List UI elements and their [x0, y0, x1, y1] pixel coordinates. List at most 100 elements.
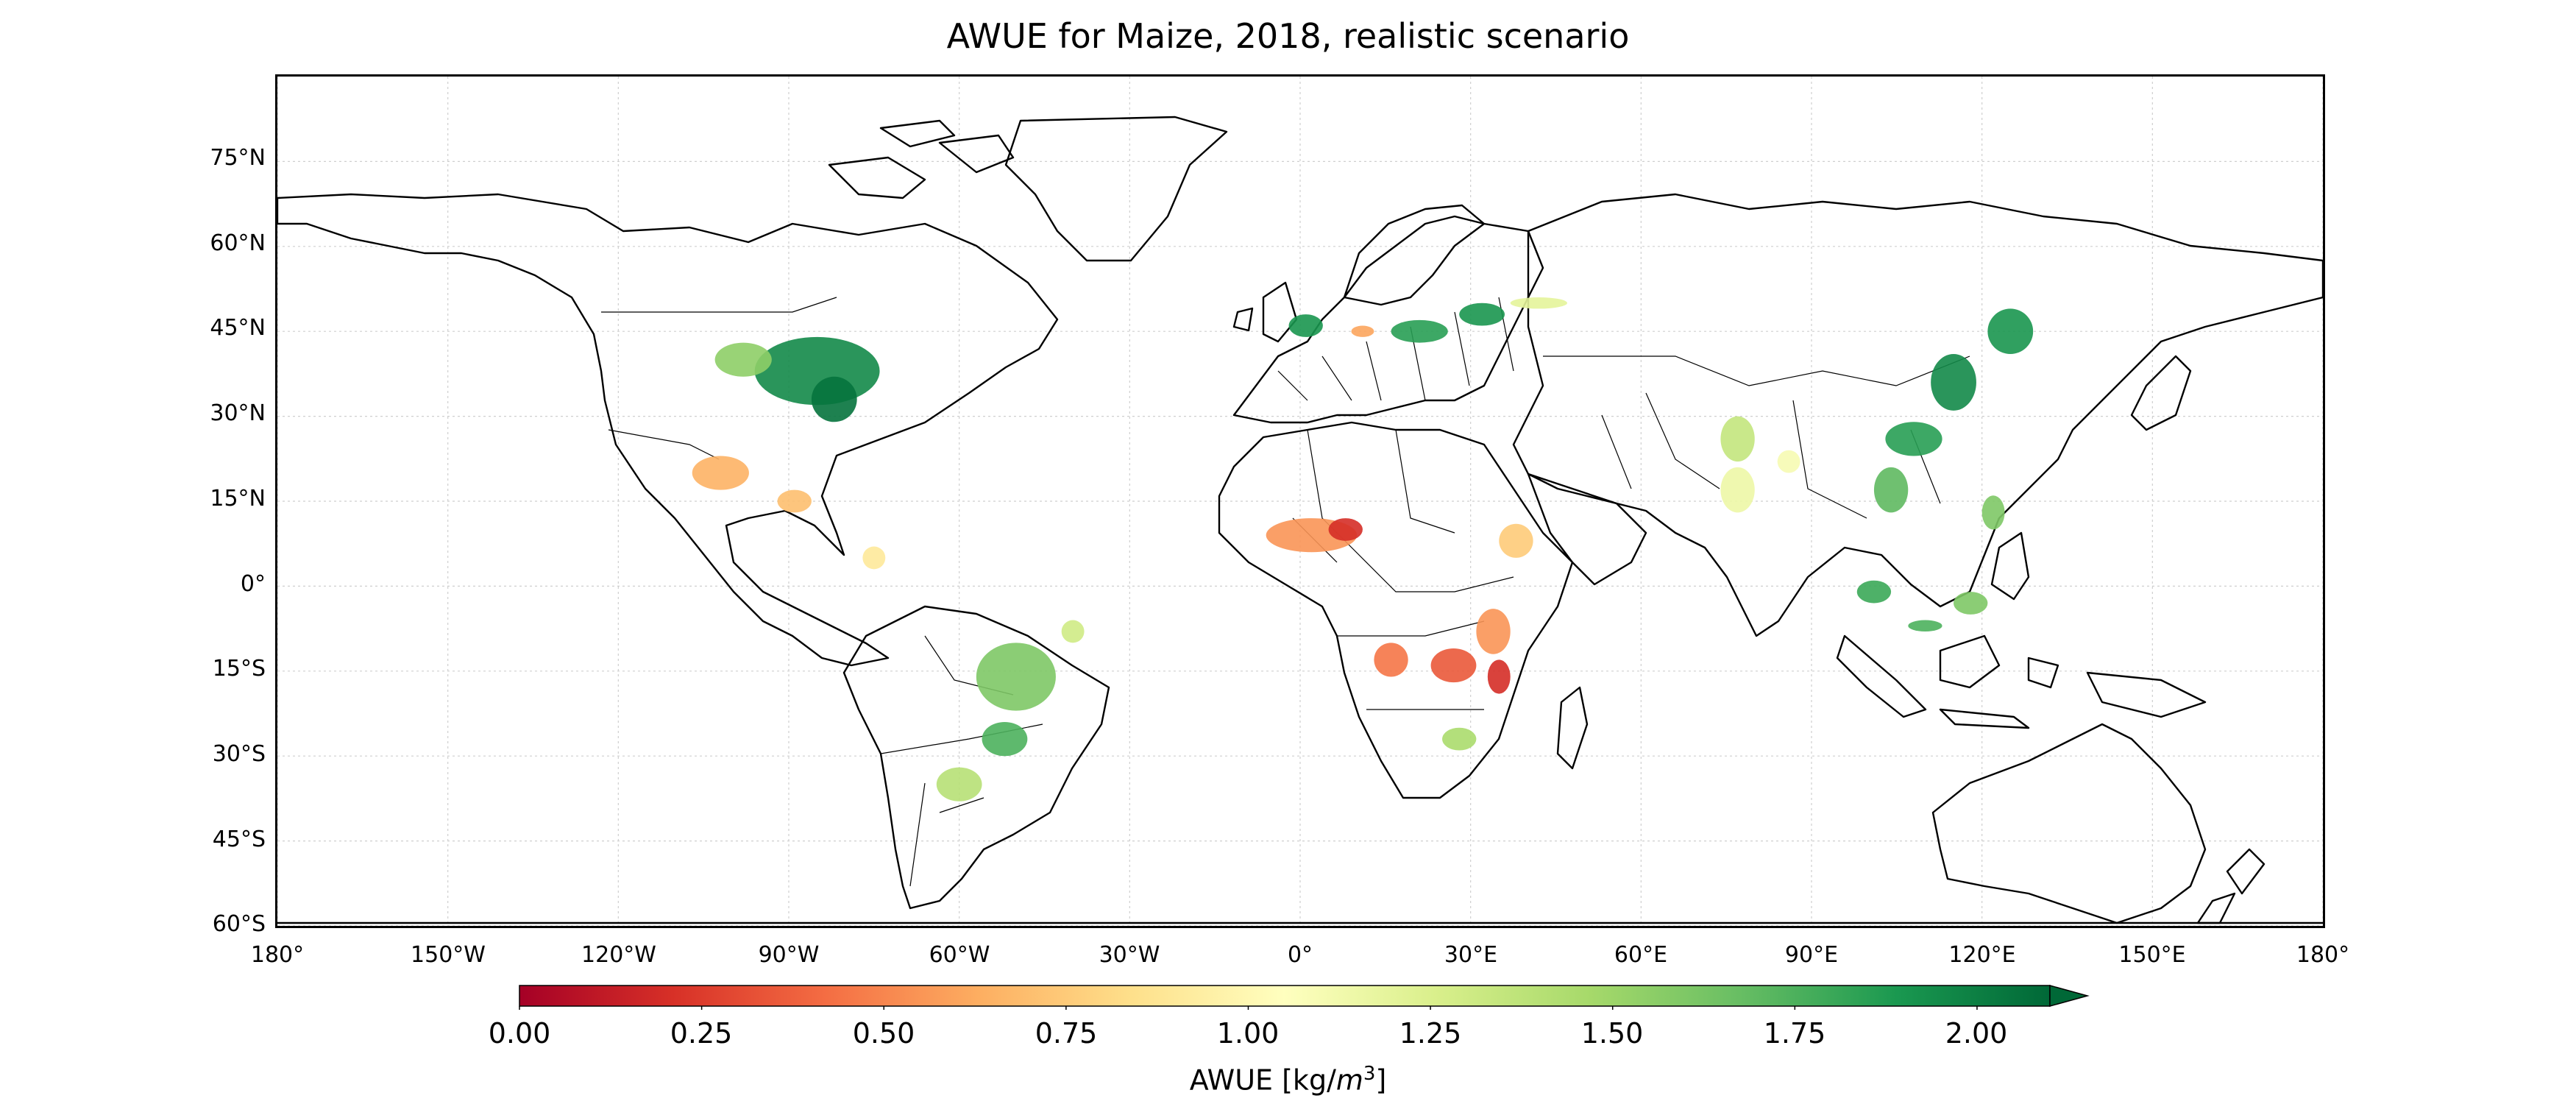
awue-region-colombia: [862, 546, 886, 570]
colorbar-label-close: ]: [1375, 1064, 1387, 1097]
lat-tick-label: 0°: [240, 571, 266, 597]
asia-coastline: [1512, 193, 2323, 637]
awue-region-brazil-south: [982, 722, 1028, 757]
arctic-islands: [828, 119, 1015, 199]
awue-region-india-north: [1720, 416, 1755, 462]
awue-region-north-china-plain: [1931, 353, 1976, 411]
awue-region-argentina: [936, 767, 982, 802]
awue-region-brazil-northeast: [1061, 620, 1085, 643]
awue-region-danube: [1391, 319, 1448, 343]
lat-tick-label: 60°N: [210, 230, 266, 256]
madagascar-coastline: [1556, 686, 1589, 770]
colorbar-tick-label: 0.25: [670, 1017, 733, 1050]
colorbar-tick-label: 1.00: [1216, 1017, 1280, 1050]
colorbar-label-text: AWUE [kg/: [1189, 1064, 1336, 1097]
lon-tick-label: 90°E: [1784, 942, 1839, 968]
awue-region-india-east: [1777, 450, 1800, 473]
lon-tick-label: 60°E: [1614, 942, 1668, 968]
colorbar-ticks: [519, 1006, 1978, 1010]
awue-region-brazil-central: [976, 643, 1056, 711]
lon-tick-label: 30°E: [1444, 942, 1498, 968]
arabia-coastline: [1527, 473, 1647, 586]
colorbar-tick-label: 1.75: [1763, 1017, 1826, 1050]
british-isles-coastline: [1232, 281, 1298, 343]
awue-region-italy: [1351, 325, 1374, 337]
awue-region-mozambique: [1487, 659, 1511, 694]
south-america-borders: [880, 635, 1043, 887]
lon-tick-label: 30°W: [1099, 942, 1160, 968]
colorbar-tick-label: 0.00: [488, 1017, 551, 1050]
awue-region-us-plains: [714, 342, 772, 377]
colorbar-gradient: [519, 985, 2051, 1007]
japan-coastline: [2130, 355, 2192, 431]
colorbar-tick-label: 2.00: [1945, 1017, 2008, 1050]
lon-tick-label: 0°: [1287, 942, 1313, 968]
lat-tick-label: 30°S: [212, 741, 266, 767]
south-america-coastline: [842, 605, 1110, 910]
lat-tick-label: 45°S: [212, 827, 266, 852]
europe-coastline: [1232, 215, 1544, 424]
lat-tick-label: 30°N: [210, 400, 266, 426]
lon-tick-label: 120°E: [1948, 942, 2016, 968]
colorbar: [519, 985, 2090, 1010]
lat-tick-label: 45°N: [210, 315, 266, 341]
awue-region-china-south: [1885, 422, 1942, 456]
country-borders: [601, 297, 1970, 887]
colorbar-tick-label: 1.25: [1399, 1017, 1462, 1050]
awue-region-france: [1288, 314, 1323, 337]
colorbar-label-exponent: 3: [1363, 1063, 1376, 1085]
lon-tick-label: 60°W: [929, 942, 990, 968]
colorbar-tick-label: 1.50: [1580, 1017, 1644, 1050]
lat-tick-label: 15°N: [210, 486, 266, 512]
awue-region-sumatra: [1856, 580, 1892, 604]
awue-region-south-africa: [1442, 727, 1477, 751]
map-panel: [275, 74, 2325, 928]
awue-region-zambia: [1430, 648, 1477, 683]
africa-borders: [1292, 429, 1514, 710]
new-zealand-coastline: [2196, 848, 2265, 924]
colorbar-extend-triangle: [2049, 985, 2090, 1007]
world-map: [277, 77, 2323, 926]
colorbar-tick-label: 0.75: [1035, 1017, 1098, 1050]
colorbar-label-var: m: [1335, 1064, 1363, 1097]
awue-region-angola: [1374, 643, 1408, 677]
awue-region-philippines: [1981, 495, 2005, 530]
greenland-coastline: [1004, 116, 1228, 262]
us-mexico-border: [608, 429, 720, 460]
awue-region-us-southeast: [811, 376, 857, 422]
awue-region-ethiopia: [1499, 523, 1533, 558]
lon-tick-label: 150°W: [411, 942, 486, 968]
colorbar-label: AWUE [kg/m3]: [0, 1063, 2576, 1097]
lat-tick-label: 15°S: [212, 656, 266, 682]
awue-region-indochina: [1873, 467, 1909, 513]
asia-borders: [1543, 355, 1970, 519]
lon-tick-label: 150°E: [2118, 942, 2186, 968]
europe-borders: [1277, 297, 1514, 401]
awue-region-east-africa: [1476, 609, 1511, 654]
indonesia-coastline: [1836, 531, 2207, 729]
lat-tick-label: 75°N: [210, 145, 266, 171]
scandinavia-coastline: [1343, 204, 1486, 306]
australia-coastline: [1931, 723, 2207, 924]
map-title: AWUE for Maize, 2018, realistic scenario: [946, 16, 1630, 56]
awue-region-indonesia-east: [1954, 592, 1988, 615]
africa-coastline: [1218, 421, 1574, 799]
us-canada-border: [601, 297, 837, 313]
north-america-coastline: [277, 193, 1059, 667]
awue-region-nigeria: [1328, 518, 1363, 541]
awue-region-central-america: [777, 489, 812, 513]
awue-region-ukraine: [1459, 302, 1505, 326]
lon-tick-label: 180°: [250, 942, 305, 968]
colorbar-tick-label: 0.50: [852, 1017, 915, 1050]
land-outlines: [277, 116, 2323, 924]
awue-region-mexico: [692, 456, 749, 490]
awue-region-java: [1908, 620, 1942, 631]
lat-tick-label: 60°S: [212, 911, 266, 937]
awue-region-china-northeast: [1987, 308, 2034, 354]
lon-tick-label: 120°W: [581, 942, 656, 968]
lon-tick-label: 180°: [2296, 942, 2350, 968]
awue-data-layer: [692, 297, 2034, 802]
lon-tick-label: 90°W: [758, 942, 820, 968]
awue-region-india-central: [1720, 467, 1755, 513]
awue-region-russia-south: [1510, 297, 1567, 309]
